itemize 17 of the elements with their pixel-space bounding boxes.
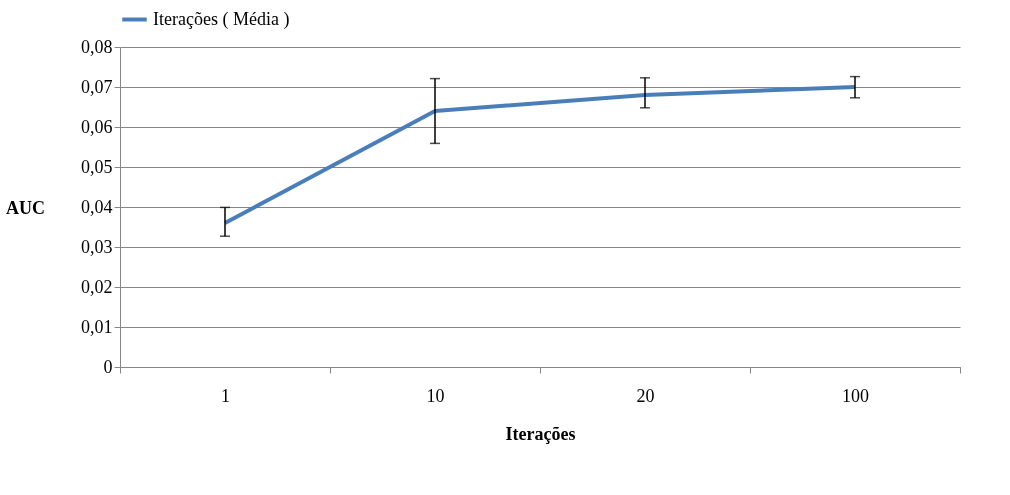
x-tick-label: 10 <box>426 385 445 406</box>
y-tick-label: 0,02 <box>81 276 113 297</box>
x-axis-title: Iterações <box>505 423 576 444</box>
y-tick-label: 0,04 <box>81 196 113 217</box>
y-tick-label: 0,06 <box>81 116 113 137</box>
y-axis-title: AUC <box>6 197 45 218</box>
x-tick-label: 1 <box>221 385 230 406</box>
y-tick-label: 0,03 <box>81 236 113 257</box>
y-tick-label: 0 <box>103 356 113 377</box>
x-tick-label: 100 <box>842 385 869 406</box>
y-tick-label: 0,01 <box>81 316 113 337</box>
y-tick-label: 0,05 <box>81 156 113 177</box>
legend-label: Iterações ( Média ) <box>153 8 290 30</box>
y-tick-label: 0,08 <box>81 36 113 57</box>
line-series <box>223 85 857 225</box>
y-tick-label: 0,07 <box>81 76 113 97</box>
x-tick-label: 20 <box>636 385 655 406</box>
